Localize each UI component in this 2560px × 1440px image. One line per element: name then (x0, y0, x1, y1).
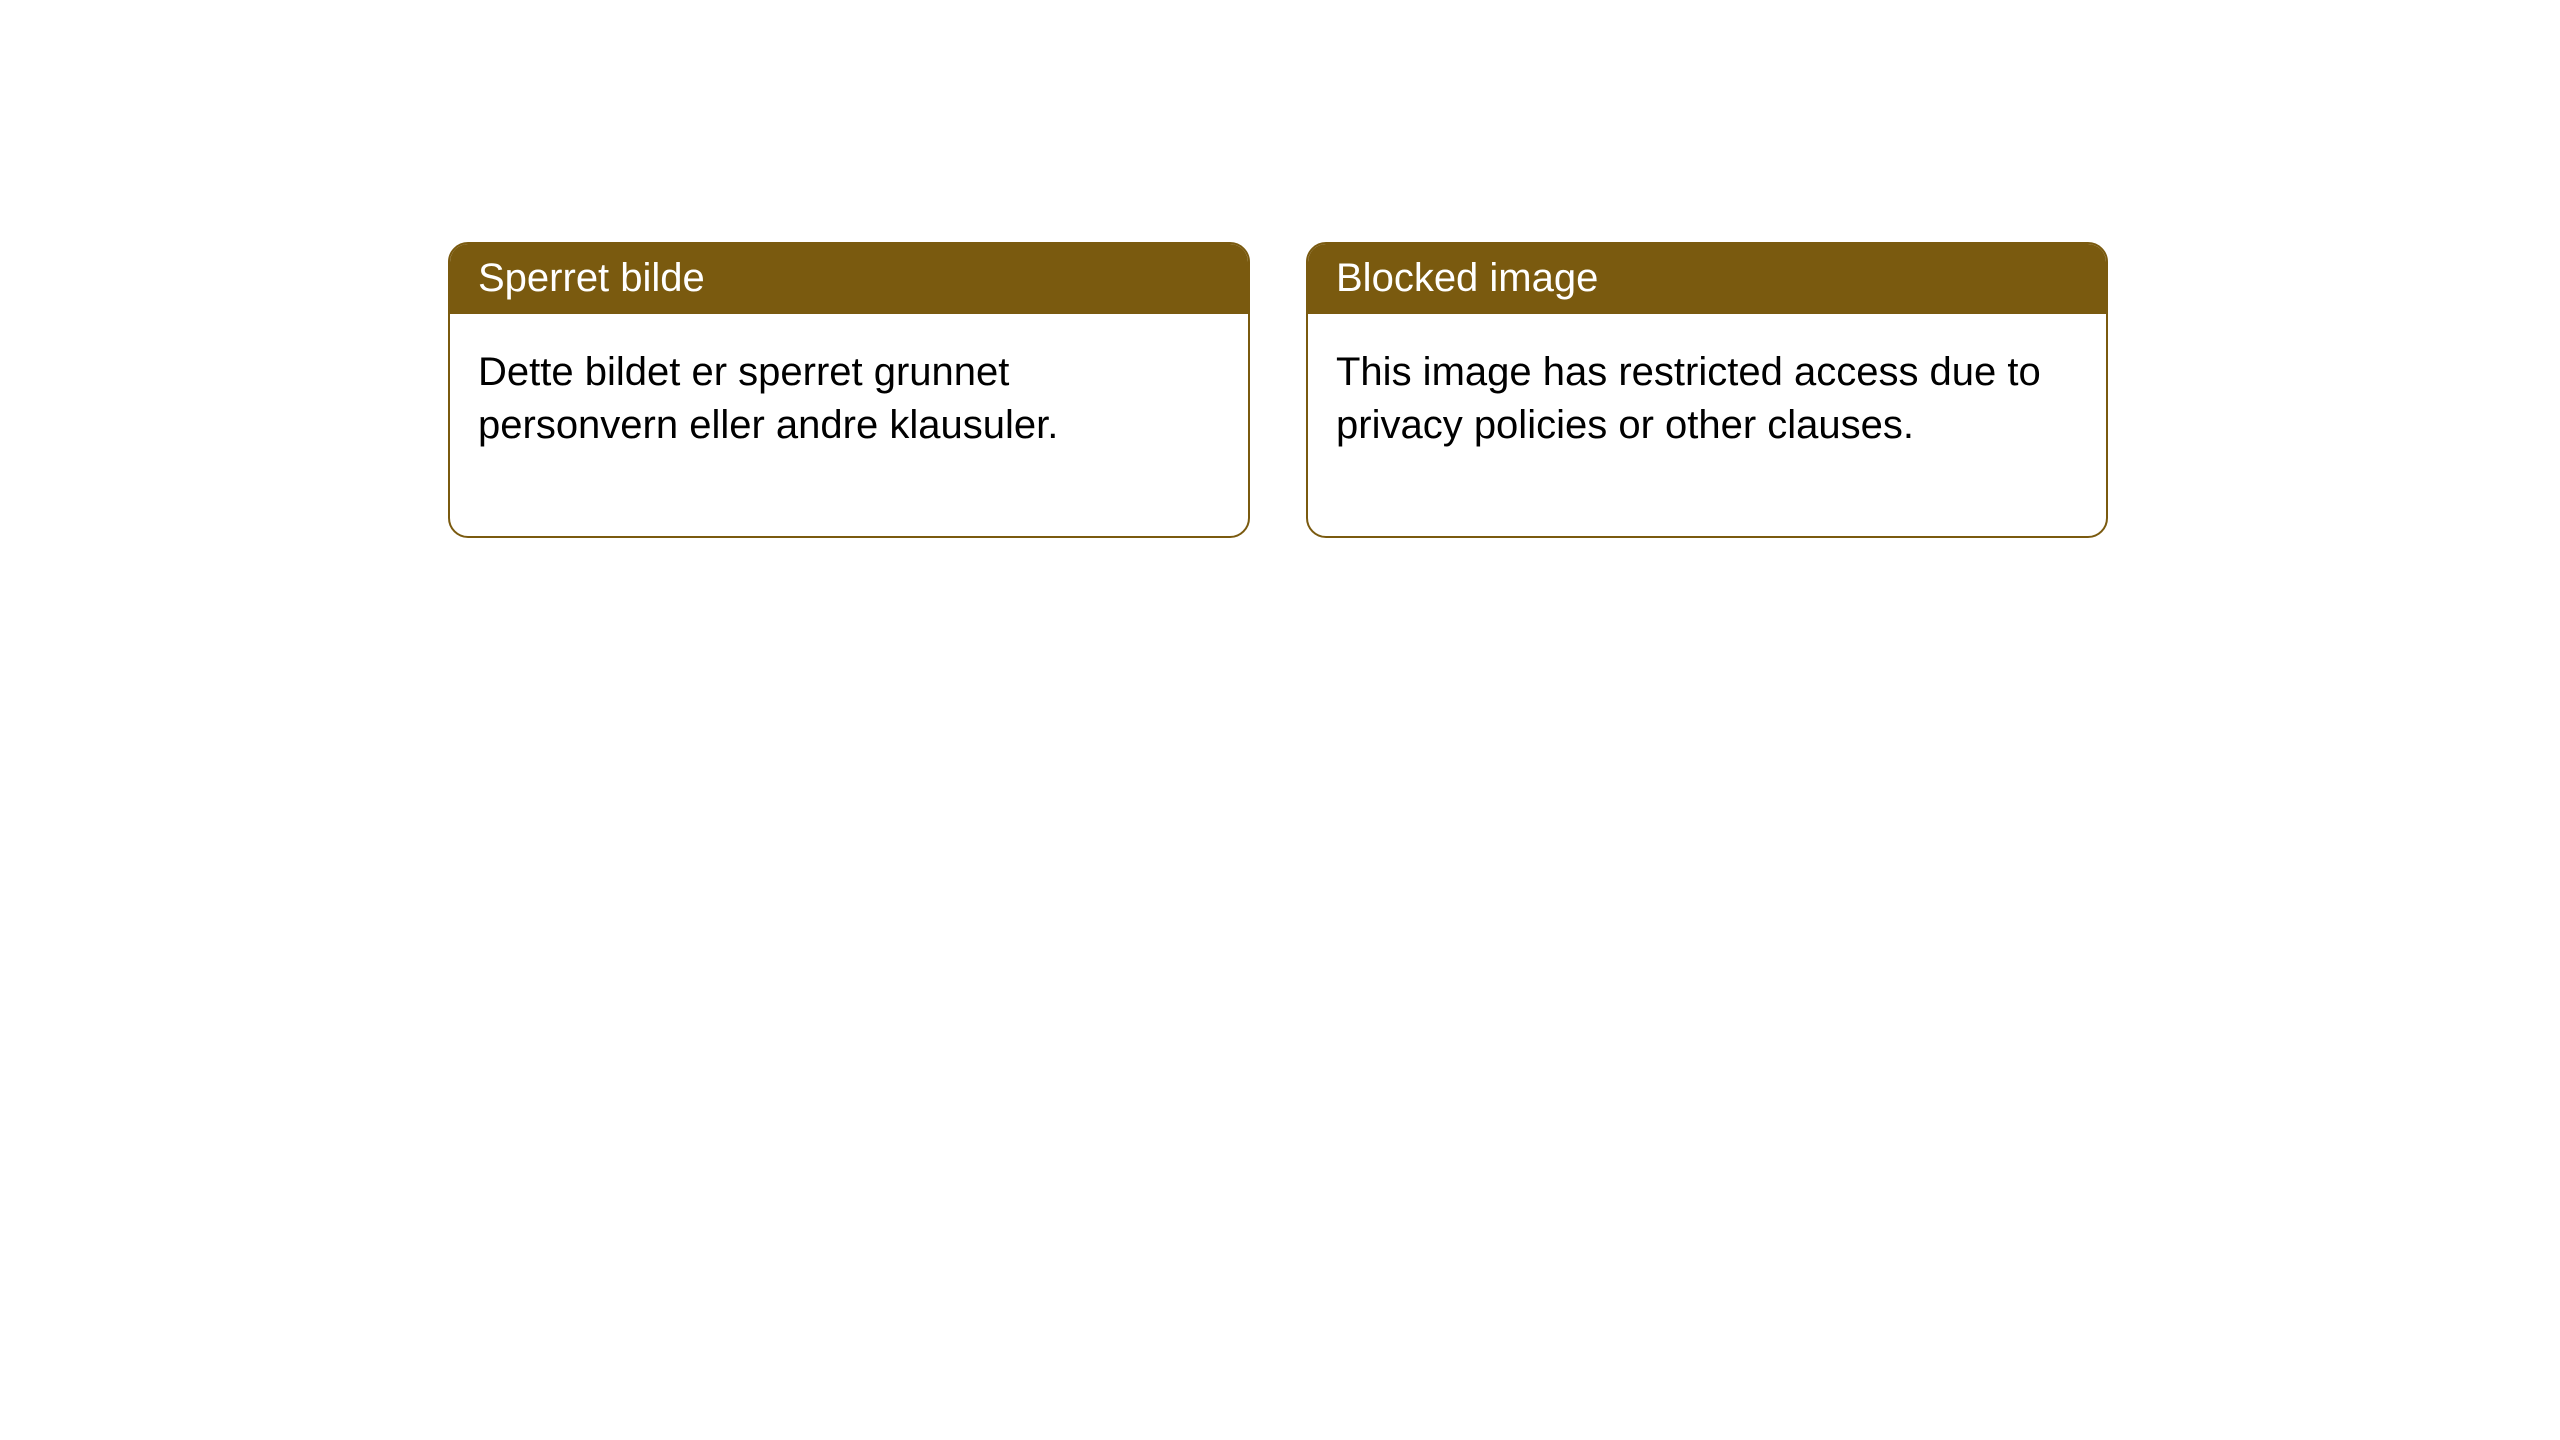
notice-card-body-no: Dette bildet er sperret grunnet personve… (450, 314, 1248, 536)
notice-card-title-en: Blocked image (1308, 244, 2106, 314)
notice-card-title-no: Sperret bilde (450, 244, 1248, 314)
notice-cards-row: Sperret bilde Dette bildet er sperret gr… (448, 242, 2108, 538)
notice-card-en: Blocked image This image has restricted … (1306, 242, 2108, 538)
notice-card-body-en: This image has restricted access due to … (1308, 314, 2106, 536)
notice-card-no: Sperret bilde Dette bildet er sperret gr… (448, 242, 1250, 538)
